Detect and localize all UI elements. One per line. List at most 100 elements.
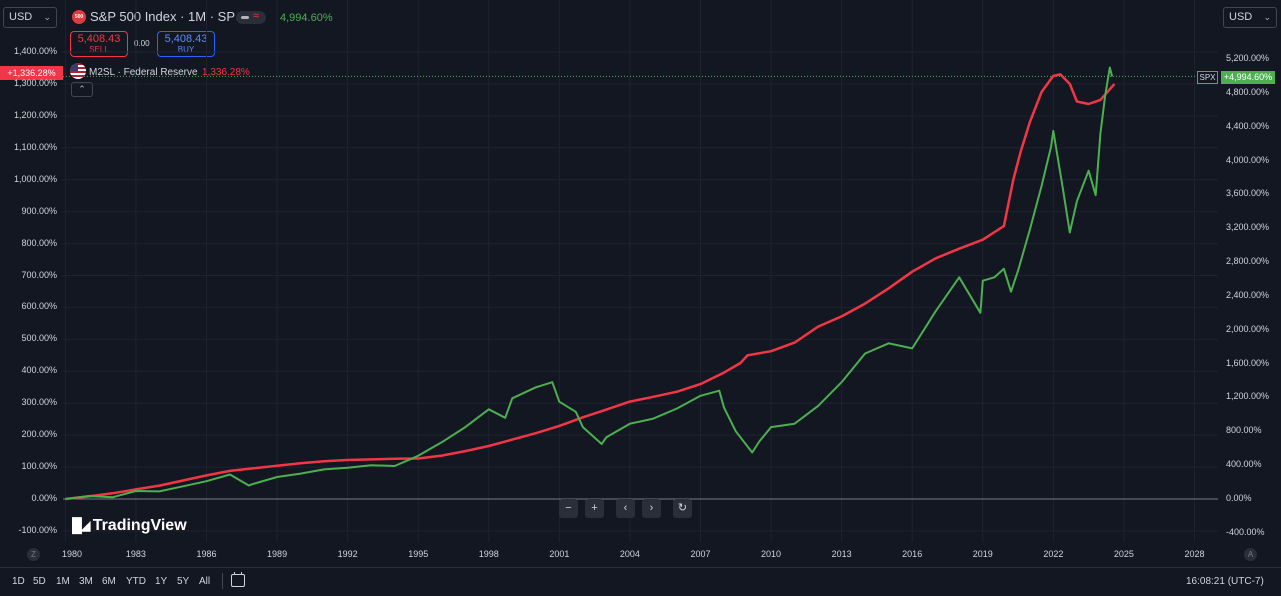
currency-select-right[interactable]: USD ⌄ xyxy=(1223,7,1277,28)
y-left-tick-label: 200.00% xyxy=(21,429,57,440)
y-right-tick-label: 800.00% xyxy=(1226,425,1262,436)
sell-button[interactable]: 5,408.43 SELL xyxy=(70,31,128,57)
x-tick-label: 2013 xyxy=(831,549,852,559)
x-tick-label: 2028 xyxy=(1184,549,1205,559)
range-button-ytd[interactable]: YTD xyxy=(126,576,146,587)
x-tick-label: 1995 xyxy=(408,549,429,559)
minus-icon: − xyxy=(565,502,572,514)
clock-timezone[interactable]: 16:08:21 (UTC-7) xyxy=(1186,576,1264,587)
spread-value: 0.00 xyxy=(134,39,150,48)
tradingview-mark-icon: █◢ xyxy=(72,517,91,533)
y-right-tick-label: 4,000.00% xyxy=(1226,154,1270,165)
x-tick-label: 2004 xyxy=(619,549,640,559)
spx-series-line[interactable] xyxy=(65,66,1114,500)
symbol-change-percent: 4,994.60% xyxy=(280,12,333,24)
tradingview-logo[interactable]: █◢ TradingView xyxy=(72,517,187,535)
symbol-title[interactable]: S&P 500 Index · 1M · SP xyxy=(90,9,235,24)
range-button-1m[interactable]: 1M xyxy=(56,576,70,587)
m2sl-series-line[interactable] xyxy=(65,73,1116,501)
y-right-tick-label: 1,600.00% xyxy=(1226,357,1270,368)
symbol-logo-badge: 500 xyxy=(72,10,86,24)
y-left-tick-label: 1,200.00% xyxy=(13,109,57,120)
range-button-1y[interactable]: 1Y xyxy=(155,576,168,587)
tradingview-logo-text: TradingView xyxy=(92,517,187,534)
y-left-tick-label: 100.00% xyxy=(21,461,57,472)
range-button-6m[interactable]: 6M xyxy=(102,576,116,587)
chevron-up-icon: ⌃ xyxy=(78,84,86,94)
date-range-icon[interactable] xyxy=(231,572,245,587)
reset-chart-button[interactable]: ↻ xyxy=(673,499,692,518)
y-left-tick-label: 1,100.00% xyxy=(13,141,57,152)
y-left-tick-label: 1,000.00% xyxy=(13,173,57,184)
range-button-5y[interactable]: 5Y xyxy=(177,576,190,587)
m2-axis-tag: +1,336.28% xyxy=(0,66,63,80)
x-tick-label: 1983 xyxy=(125,549,146,559)
y-right-tick-label: 0.00% xyxy=(1226,493,1252,503)
sell-price: 5,408.43 xyxy=(77,33,121,45)
currency-select-left-label: USD xyxy=(9,11,33,23)
scroll-right-button[interactable]: › xyxy=(642,499,661,518)
y-left-tick-label: 800.00% xyxy=(21,237,57,248)
y-left-tick-label: 600.00% xyxy=(21,301,57,312)
legend-collapse-button[interactable]: ⌃ xyxy=(71,82,93,97)
x-tick-label: 2010 xyxy=(761,549,782,559)
x-tick-label: 2001 xyxy=(549,549,570,559)
y-right-tick-label: 4,400.00% xyxy=(1226,120,1270,131)
chevron-down-icon: ⌄ xyxy=(43,12,51,22)
range-button-5d[interactable]: 5D xyxy=(33,576,46,587)
y-right-tick-label: 2,000.00% xyxy=(1226,323,1270,334)
y-left-tick-label: 700.00% xyxy=(21,269,57,280)
x-tick-label: 2019 xyxy=(972,549,993,559)
y-right-tick-label: 2,400.00% xyxy=(1226,289,1270,300)
us-flag-icon xyxy=(70,63,86,79)
minus-icon xyxy=(241,16,249,19)
y-left-tick-label: 0.00% xyxy=(31,493,57,503)
y-right-tick-label: 1,200.00% xyxy=(1226,391,1270,402)
m2-series-title[interactable]: M2SL · Federal Reserve xyxy=(89,67,198,78)
range-button-3m[interactable]: 3M xyxy=(79,576,93,587)
plus-icon: + xyxy=(591,502,598,514)
m2-series-value: 1,336.28% xyxy=(202,67,250,78)
y-left-tick-label: 900.00% xyxy=(21,205,57,216)
y-left-tick-label: 400.00% xyxy=(21,365,57,376)
x-tick-label: 1980 xyxy=(61,549,83,559)
y-left-tick-label: 1,300.00% xyxy=(13,77,57,88)
y-right-tick-label: 2,800.00% xyxy=(1226,256,1270,267)
bottom-toolbar xyxy=(0,567,1281,596)
z-scale-button[interactable]: Z xyxy=(27,548,40,561)
toolbar-divider xyxy=(222,573,223,589)
currency-select-right-label: USD xyxy=(1229,11,1253,23)
market-status-pill[interactable]: ≈ xyxy=(236,10,266,24)
chevron-down-icon: ⌄ xyxy=(1263,12,1271,22)
zoom-in-button[interactable]: + xyxy=(585,499,604,518)
y-right-tick-label: -400.00% xyxy=(1226,526,1265,537)
wave-icon: ≈ xyxy=(253,10,260,22)
x-tick-label: 1998 xyxy=(478,549,499,559)
y-left-tick-label: 1,400.00% xyxy=(13,46,57,56)
y-left-tick-label: 300.00% xyxy=(21,397,57,408)
scroll-left-button[interactable]: ‹ xyxy=(616,499,635,518)
x-tick-label: 2007 xyxy=(690,549,711,559)
currency-select-left[interactable]: USD ⌄ xyxy=(3,7,57,28)
spx-axis-value: +4,994.60% xyxy=(1221,71,1275,84)
y-right-tick-label: 5,200.00% xyxy=(1226,53,1270,63)
y-right-tick-label: 400.00% xyxy=(1226,459,1262,470)
chevron-left-icon: ‹ xyxy=(623,502,628,514)
x-tick-label: 2022 xyxy=(1043,549,1064,559)
auto-scale-button[interactable]: A xyxy=(1244,548,1257,561)
zoom-out-button[interactable]: − xyxy=(559,499,578,518)
buy-price: 5,408.43 xyxy=(164,33,208,45)
range-button-1d[interactable]: 1D xyxy=(12,576,25,587)
buy-button[interactable]: 5,408.43 BUY xyxy=(157,31,215,57)
y-left-tick-label: -100.00% xyxy=(18,524,57,535)
spx-axis-symbol: SPX xyxy=(1197,71,1218,84)
x-tick-label: 2016 xyxy=(902,549,923,559)
y-left-tick-label: 500.00% xyxy=(21,333,57,344)
y-right-tick-label: 3,600.00% xyxy=(1226,188,1270,199)
y-right-tick-label: 3,200.00% xyxy=(1226,222,1270,233)
range-button-all[interactable]: All xyxy=(199,576,211,587)
buy-label: BUY xyxy=(177,45,195,54)
x-tick-label: 1992 xyxy=(337,549,358,559)
reset-icon: ↻ xyxy=(677,502,688,514)
